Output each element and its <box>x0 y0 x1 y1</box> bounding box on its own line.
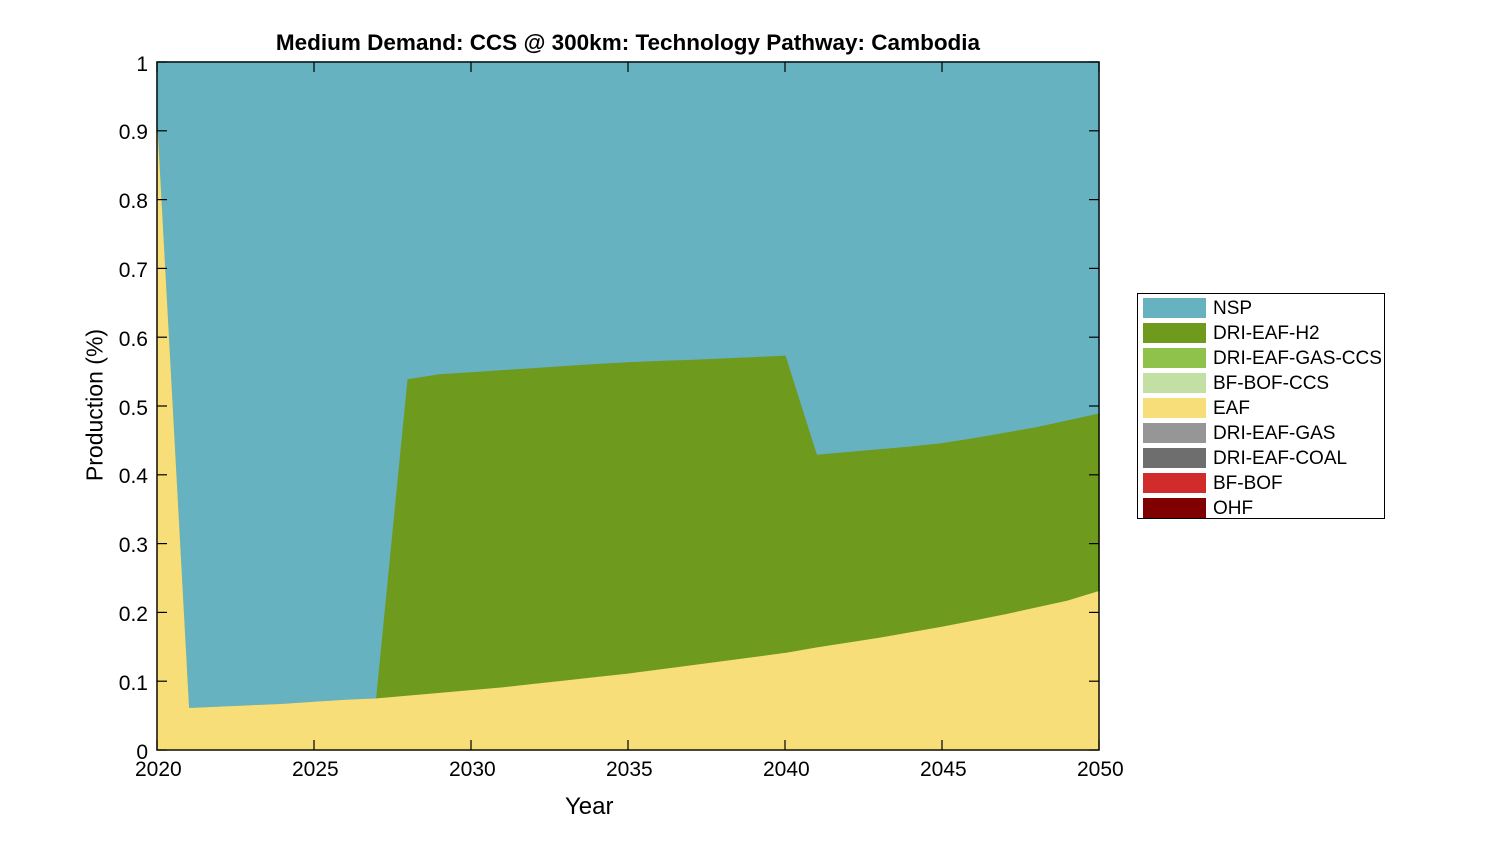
svg-text:EAF: EAF <box>1213 398 1250 419</box>
svg-text:BF-BOF-CCS: BF-BOF-CCS <box>1213 373 1329 394</box>
svg-text:NSP: NSP <box>1213 298 1252 319</box>
svg-text:OHF: OHF <box>1213 498 1253 519</box>
svg-text:DRI-EAF-GAS-CCS: DRI-EAF-GAS-CCS <box>1213 348 1382 369</box>
svg-text:DRI-EAF-GAS: DRI-EAF-GAS <box>1213 423 1335 444</box>
svg-text:DRI-EAF-H2: DRI-EAF-H2 <box>1213 323 1320 344</box>
svg-text:BF-BOF: BF-BOF <box>1213 473 1283 494</box>
svg-text:DRI-EAF-COAL: DRI-EAF-COAL <box>1213 448 1347 469</box>
